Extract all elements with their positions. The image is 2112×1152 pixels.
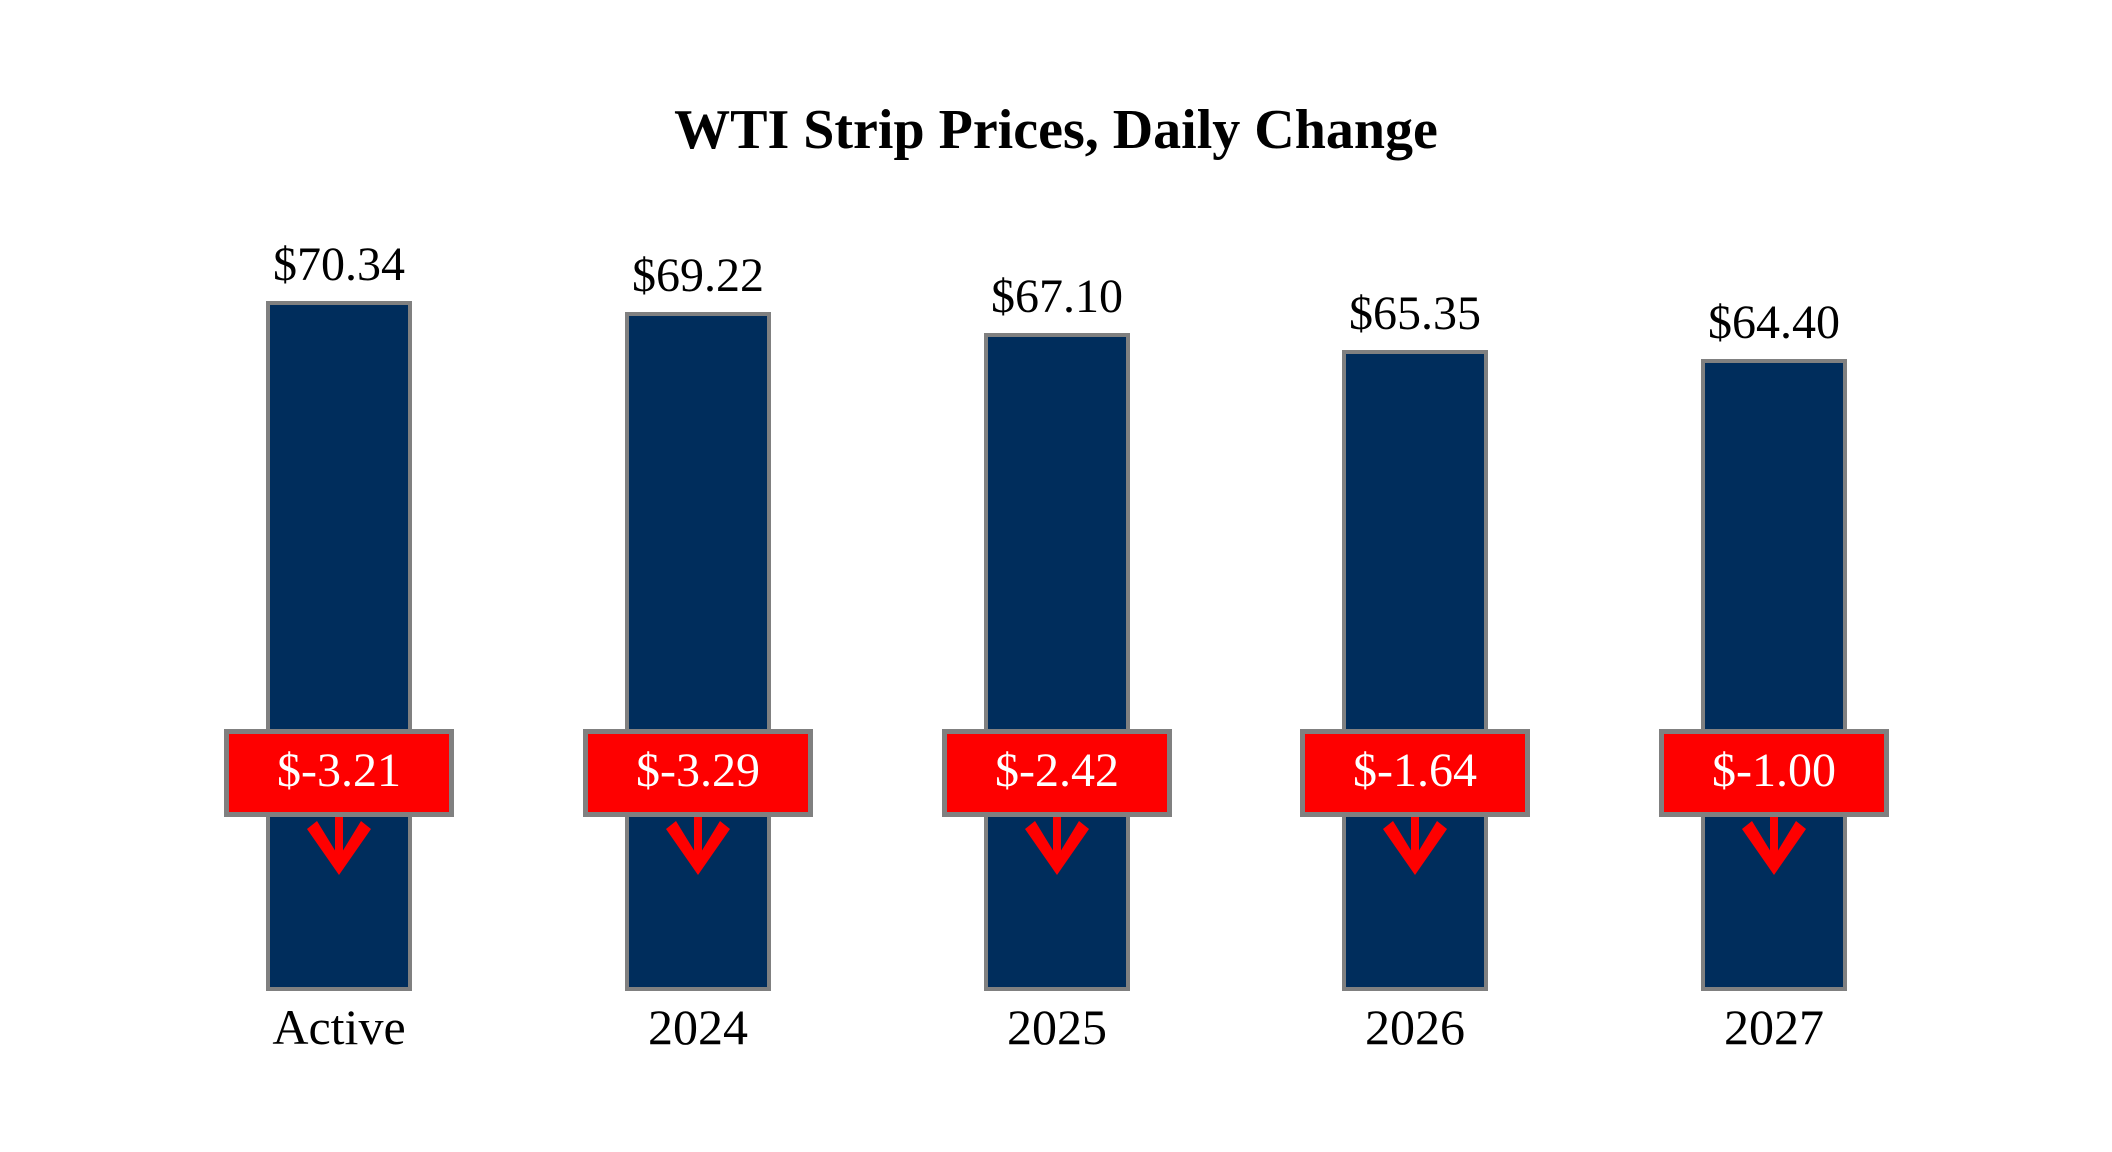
down-arrow-icon [307,817,371,875]
price-bar [625,312,771,991]
chart-title: WTI Strip Prices, Daily Change [674,99,1438,161]
down-arrow-icon [1383,817,1447,875]
change-badge: $-1.00 [1659,729,1889,817]
price-label: $64.40 [1708,296,1840,349]
change-label: $-1.64 [1353,744,1477,797]
down-arrow-icon [666,817,730,875]
category-label: Active [272,999,406,1055]
down-arrow-icon [1742,817,1806,875]
category-label: 2025 [1007,999,1107,1055]
bar-group-active: $70.34 $-3.21 Active [224,200,454,1080]
price-label: $69.22 [632,249,764,302]
bar-group-2024: $69.22 $-3.29 2024 [583,200,813,1080]
change-label: $-2.42 [995,744,1119,797]
change-label: $-1.00 [1712,744,1836,797]
change-badge: $-1.64 [1300,729,1530,817]
change-label: $-3.21 [277,744,401,797]
bar-group-2025: $67.10 $-2.42 2025 [942,200,1172,1080]
price-label: $65.35 [1349,287,1481,340]
category-label: 2024 [648,999,748,1055]
category-label: 2027 [1724,999,1824,1055]
category-label: 2026 [1365,999,1465,1055]
price-bar [266,301,412,991]
price-bar [1342,350,1488,991]
change-label: $-3.29 [636,744,760,797]
price-bar [984,333,1130,991]
price-label: $70.34 [273,238,405,291]
change-badge: $-2.42 [942,729,1172,817]
change-badge: $-3.21 [224,729,454,817]
price-bar [1701,359,1847,991]
change-badge: $-3.29 [583,729,813,817]
bar-group-2027: $64.40 $-1.00 2027 [1659,200,1889,1080]
down-arrow-icon [1025,817,1089,875]
bar-group-2026: $65.35 $-1.64 2026 [1300,200,1530,1080]
price-label: $67.10 [991,270,1123,323]
